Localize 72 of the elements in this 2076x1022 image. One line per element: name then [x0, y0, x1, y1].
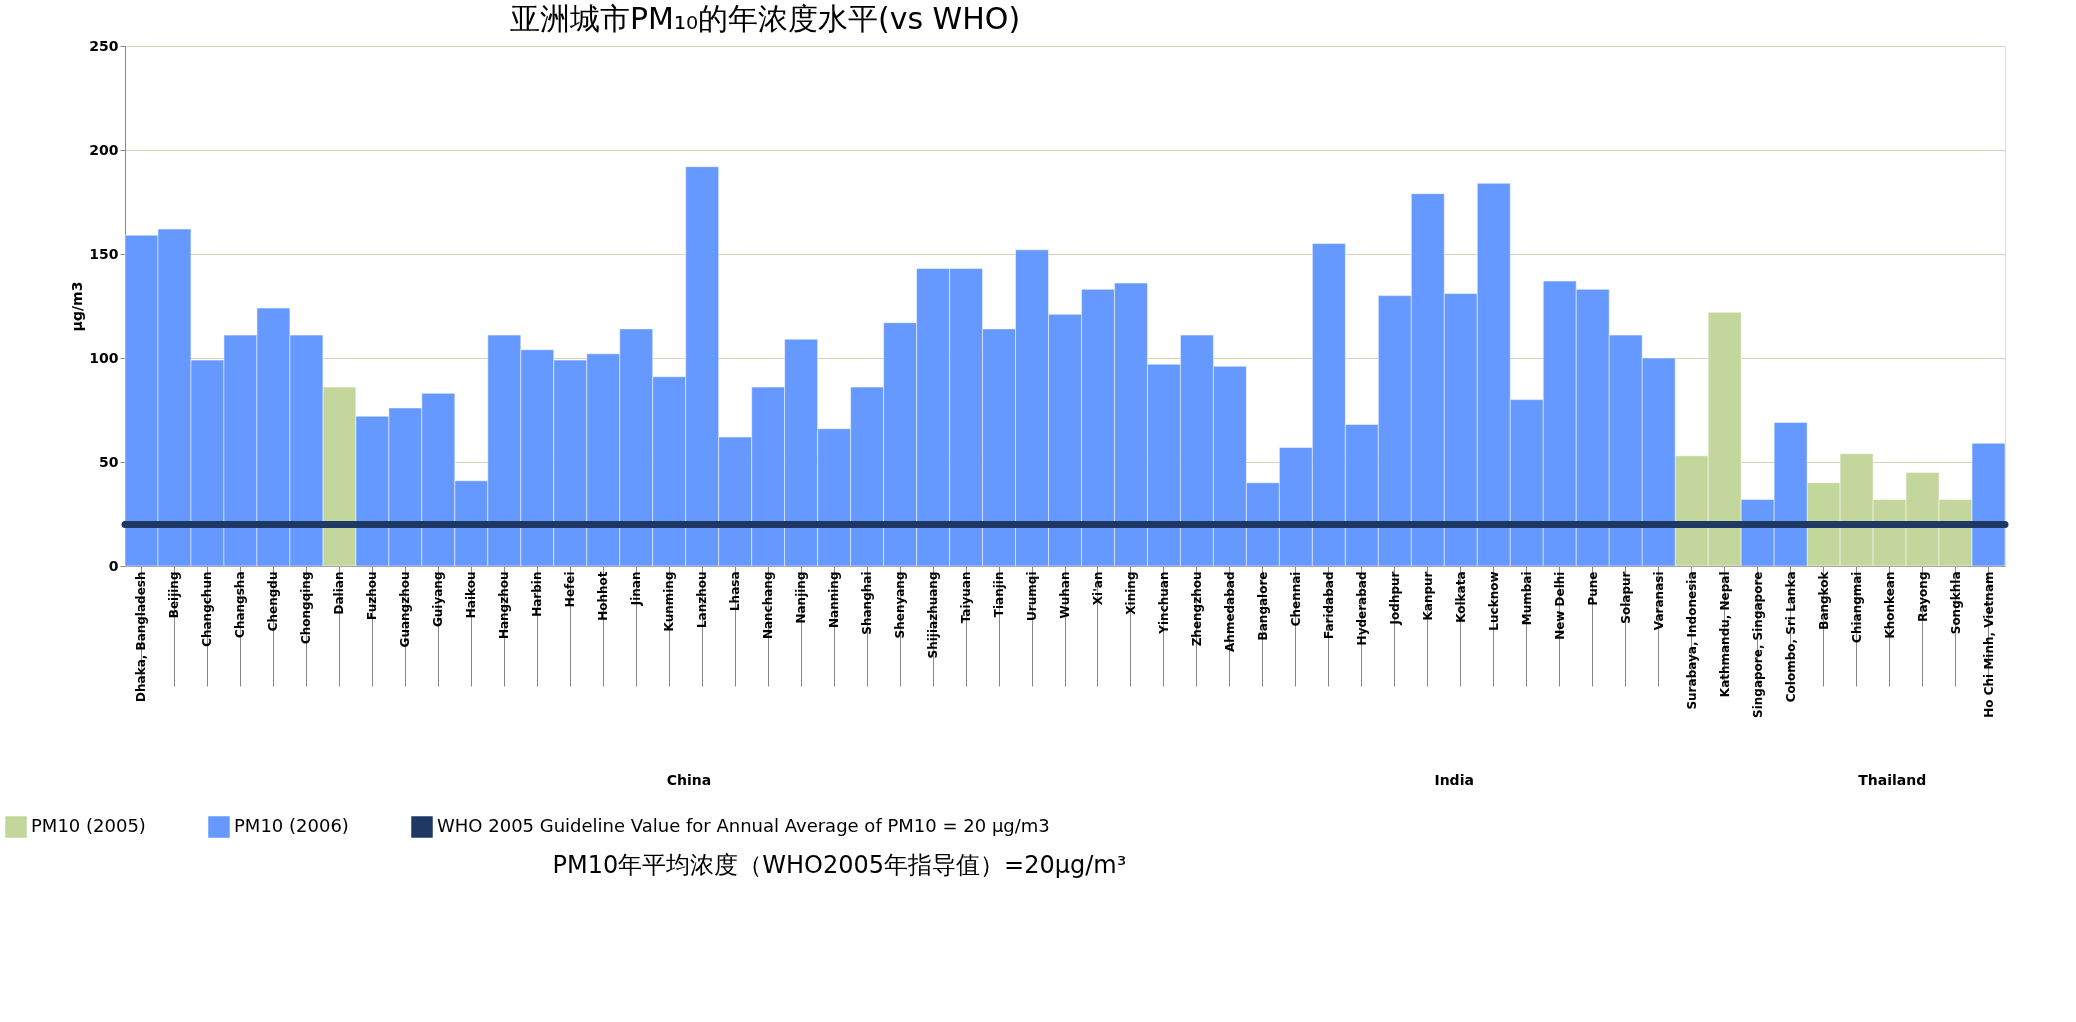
x-tick-label: Ahmedabad [1222, 571, 1237, 652]
x-tick-label: Changchun [200, 571, 215, 647]
x-tick-label: Bangalore [1255, 571, 1270, 641]
x-tick-label: Varanasi [1651, 571, 1666, 631]
x-tick-label: Dalian [332, 571, 347, 615]
x-tick-label: Lanzhou [695, 571, 710, 629]
x-tick-label: Solapur [1618, 571, 1633, 624]
legend-label: PM10 (2005) [31, 815, 146, 836]
x-tick-label: Kathmandu, Nepal [1717, 571, 1732, 698]
x-tick-label: Kanpur [1420, 571, 1435, 621]
x-tick-label: Changsha [233, 571, 248, 638]
y-tick-label: 50 [99, 453, 119, 470]
x-tick-label: Haikou [464, 571, 479, 619]
text: Thailand [1858, 772, 1927, 788]
x-tick-label: Taiyuan [959, 571, 974, 624]
x-tick-label: Kolkata [1453, 571, 1468, 623]
x-tick-label: Zhengzhou [1189, 571, 1204, 647]
x-tick-label: Fuzhou [365, 571, 380, 620]
x-tick-label: Urumqi [1025, 571, 1040, 621]
x-tick-label: Hangzhou [497, 571, 512, 640]
y-tick-label: 150 [89, 245, 119, 262]
x-tick-label: Wuhan [1058, 571, 1072, 619]
x-tick-label: Singapore, Singapore [1750, 571, 1765, 718]
x-tick-label: Shijiazhuang [926, 571, 941, 659]
x-tick-label: Mumbai [1519, 571, 1534, 626]
x-tick-label: Kunming [662, 571, 677, 632]
chart-title: 亚洲城市PM₁₀的年浓度水平(vs WHO) [509, 1, 1021, 36]
x-tick-label: Xining [1123, 571, 1138, 615]
x-tick-label: Xi'an [1090, 571, 1105, 606]
x-tick-label: Yinchuan [1156, 571, 1171, 635]
x-tick-label: Nanchang [761, 571, 776, 640]
x-tick-label: Harbin [530, 571, 545, 617]
x-tick-label: Lucknow [1486, 571, 1501, 631]
legend-label: WHO 2005 Guideline Value for Annual Average of PM10 = 20 µg/m3 [437, 815, 1050, 836]
y-tick-label: 0 [108, 557, 119, 574]
x-tick-label: Guiyang [431, 571, 446, 628]
x-tick-label: Colombo, Sri Lanka [1783, 571, 1798, 703]
legend-label: PM10 (2006) [234, 815, 349, 836]
x-tick-label: Guangzhou [398, 571, 413, 648]
x-tick-label: Khonkean [1882, 571, 1897, 639]
x-tick-label: Ho Chi Minh, Vietnam [1981, 571, 1996, 718]
x-tick-label: Pune [1585, 571, 1600, 606]
x-tick-label: Surabaya, Indonesia [1684, 571, 1699, 710]
text: China [666, 772, 712, 788]
text: India [1434, 772, 1474, 788]
x-tick-label: Shenyang [893, 571, 908, 639]
x-tick-label: Rayong [1915, 571, 1930, 622]
x-tick-label: Chengdu [266, 571, 281, 632]
x-tick-label: Hyderabad [1354, 571, 1369, 646]
y-tick-label: 200 [89, 141, 119, 158]
x-tick-label: Beijing [167, 571, 182, 619]
x-tick-label: Hohhot [596, 571, 611, 621]
x-tick-label: Nanning [827, 571, 842, 628]
x-tick-label: Bangkok [1816, 570, 1831, 630]
x-tick-label: Tianjin [992, 571, 1007, 618]
y-tick-label: 100 [89, 349, 119, 366]
y-axis-title: µg/m3 [69, 281, 86, 332]
x-tick-label: Faridabad [1321, 571, 1336, 640]
x-tick-label: Nanjing [794, 571, 809, 624]
x-tick-label: Jodhpur [1387, 571, 1402, 626]
text: PM10年平均浓度（WHO2005年指导值）=20µg/m³ [552, 851, 1127, 879]
x-tick-label: Jinan [629, 571, 644, 607]
x-tick-label: Chongqing [299, 571, 314, 645]
y-tick-label: 250 [89, 37, 119, 54]
x-tick-label: Shanghai [860, 571, 875, 635]
x-tick-label: Hefei [563, 571, 578, 608]
x-tick-label: Songkhla [1948, 571, 1963, 635]
x-tick-label: New Delhi [1552, 571, 1567, 640]
x-tick-label: Lhasa [728, 571, 743, 612]
x-tick-label: Dhaka, Bangladesh [134, 571, 149, 702]
x-tick-label: Chennai [1288, 571, 1303, 627]
x-tick-label: Chiangmai [1849, 571, 1864, 643]
